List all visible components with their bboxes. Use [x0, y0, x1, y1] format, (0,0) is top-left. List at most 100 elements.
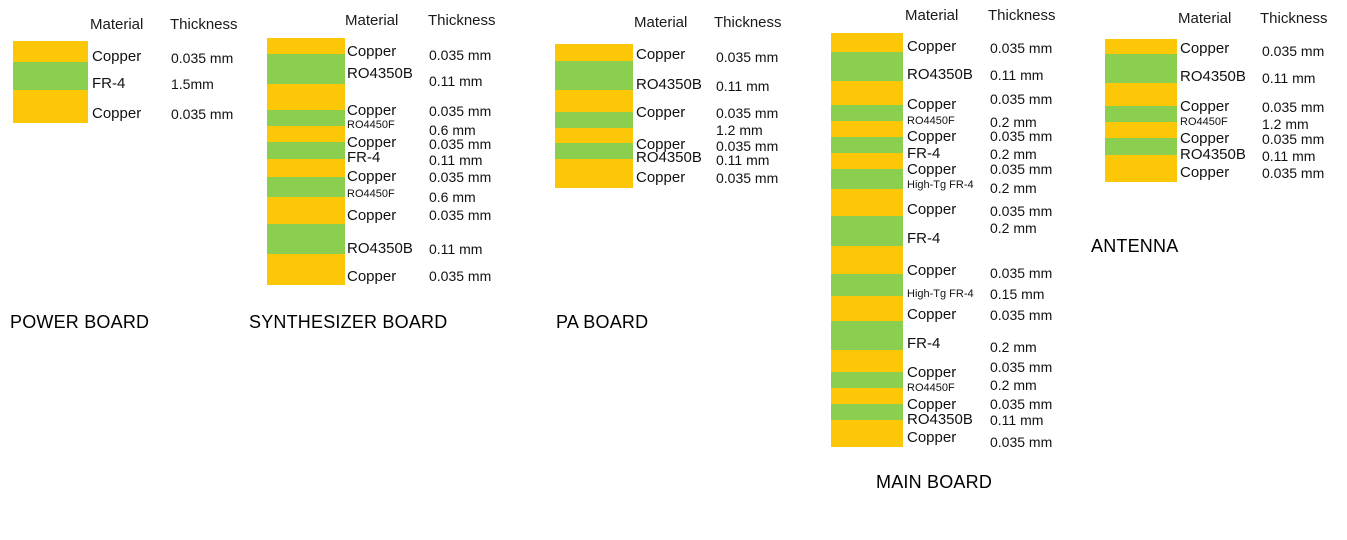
- layer-thickness-label: 0.11 mm: [1262, 70, 1316, 86]
- layer-copper: [1105, 83, 1177, 106]
- layer-thickness-label: 0.035 mm: [429, 207, 492, 223]
- layer-thickness-label: 0.11 mm: [990, 412, 1044, 428]
- column-header-material: Material: [90, 16, 144, 33]
- layer-copper: [267, 254, 345, 285]
- layer-dielectric: [831, 215, 903, 246]
- layer-material-label: High-Tg FR-4: [907, 288, 974, 300]
- stack-bar-antenna: [1105, 39, 1177, 182]
- layer-material-label: Copper: [907, 201, 957, 218]
- layer-material-label: RO4350B: [1180, 68, 1246, 85]
- layer-material-label: FR-4: [907, 145, 941, 162]
- layer-dielectric: [831, 104, 903, 121]
- layer-copper: [267, 83, 345, 110]
- column-header-thickness: Thickness: [170, 16, 238, 33]
- layer-material-label: Copper: [907, 306, 957, 323]
- layer-dielectric: [1105, 54, 1177, 83]
- layer-thickness-label: 0.11 mm: [429, 241, 483, 257]
- layer-material-label: Copper: [347, 268, 397, 285]
- layer-copper: [831, 81, 903, 105]
- layer-thickness-label: 0.035 mm: [171, 50, 234, 66]
- layer-dielectric: [13, 61, 88, 90]
- layer-copper: [831, 189, 903, 216]
- layer-copper: [13, 41, 88, 62]
- layer-thickness-label: 0.11 mm: [429, 152, 483, 168]
- layer-dielectric: [555, 61, 633, 90]
- layer-material-label: Copper: [636, 136, 686, 153]
- layer-material-label: Copper: [907, 161, 957, 178]
- layer-dielectric: [555, 112, 633, 128]
- layer-dielectric: [831, 169, 903, 189]
- layer-thickness-label: 0.035 mm: [990, 307, 1053, 323]
- layer-copper: [1105, 122, 1177, 138]
- layer-material-label: RO4450F: [907, 115, 955, 127]
- layer-material-label: Copper: [347, 207, 397, 224]
- layer-dielectric: [831, 52, 903, 81]
- column-header-material: Material: [905, 7, 959, 24]
- column-header-material: Material: [345, 12, 399, 29]
- layer-copper: [831, 246, 903, 274]
- layer-thickness-label: 1.2 mm: [1262, 116, 1309, 132]
- layer-copper: [267, 196, 345, 224]
- column-header-thickness: Thickness: [988, 7, 1056, 24]
- layer-thickness-label: 0.11 mm: [716, 78, 770, 94]
- layer-thickness-label: 0.035 mm: [990, 396, 1053, 412]
- layer-material-label: RO4350B: [636, 149, 702, 166]
- layer-thickness-label: 0.11 mm: [429, 73, 483, 89]
- layer-material-label: Copper: [347, 168, 397, 185]
- layer-thickness-label: 0.2 mm: [990, 377, 1037, 393]
- layer-material-label: Copper: [347, 134, 397, 151]
- layer-dielectric: [831, 320, 903, 350]
- column-header-material: Material: [634, 14, 688, 31]
- layer-material-label: Copper: [907, 262, 957, 279]
- stack-bar-main-board: [831, 33, 903, 447]
- layer-copper: [831, 153, 903, 169]
- stack-bar-pa-board: [555, 44, 633, 188]
- layer-thickness-label: 0.035 mm: [990, 265, 1053, 281]
- layer-copper: [831, 388, 903, 404]
- layer-thickness-label: 0.035 mm: [716, 170, 779, 186]
- layer-thickness-label: 0.2 mm: [990, 180, 1037, 196]
- layer-thickness-label: 0.2 mm: [990, 146, 1037, 162]
- layer-copper: [555, 90, 633, 112]
- layer-material-label: RO4350B: [636, 76, 702, 93]
- layer-material-label: Copper: [907, 429, 957, 446]
- column-header-thickness: Thickness: [1260, 10, 1328, 27]
- layer-material-label: FR-4: [92, 75, 126, 92]
- layer-thickness-label: 0.2 mm: [990, 114, 1037, 130]
- layer-thickness-label: 0.035 mm: [990, 434, 1053, 450]
- layer-thickness-label: 0.035 mm: [429, 103, 492, 119]
- layer-copper: [555, 44, 633, 61]
- board-title-power-board: POWER BOARD: [10, 312, 150, 332]
- layer-thickness-label: 0.035 mm: [716, 49, 779, 65]
- layer-material-label: Copper: [1180, 98, 1230, 115]
- layer-dielectric: [267, 177, 345, 197]
- layer-thickness-label: 0.035 mm: [429, 47, 492, 63]
- layer-material-label: Copper: [907, 128, 957, 145]
- layer-material-label: Copper: [92, 105, 142, 122]
- layer-thickness-label: 0.11 mm: [716, 152, 770, 168]
- layer-thickness-label: 0.15 mm: [990, 286, 1045, 302]
- layer-material-label: Copper: [907, 396, 957, 413]
- layer-thickness-label: 0.11 mm: [1262, 148, 1316, 164]
- layer-thickness-label: 0.6 mm: [429, 189, 476, 205]
- layer-thickness-label: 0.035 mm: [1262, 99, 1325, 115]
- layer-copper: [555, 159, 633, 188]
- layer-material-label: Copper: [1180, 40, 1230, 57]
- layer-material-label: RO4450F: [907, 382, 955, 394]
- layer-copper: [831, 296, 903, 321]
- layer-thickness-label: 0.035 mm: [716, 105, 779, 121]
- layer-material-label: RO4450F: [347, 188, 395, 200]
- layer-thickness-label: 0.035 mm: [1262, 165, 1325, 181]
- layer-dielectric: [831, 274, 903, 296]
- layer-dielectric: [831, 403, 903, 420]
- layer-thickness-label: 0.035 mm: [716, 138, 779, 154]
- layer-thickness-label: 0.035 mm: [990, 161, 1053, 177]
- layer-dielectric: [831, 136, 903, 153]
- layer-material-label: Copper: [347, 102, 397, 119]
- layer-material-label: Copper: [92, 48, 142, 65]
- layer-dielectric: [267, 223, 345, 254]
- layer-material-label: RO4450F: [347, 119, 395, 131]
- layer-dielectric: [1105, 106, 1177, 122]
- layer-material-label: RO4350B: [907, 411, 973, 428]
- layer-dielectric: [1105, 138, 1177, 155]
